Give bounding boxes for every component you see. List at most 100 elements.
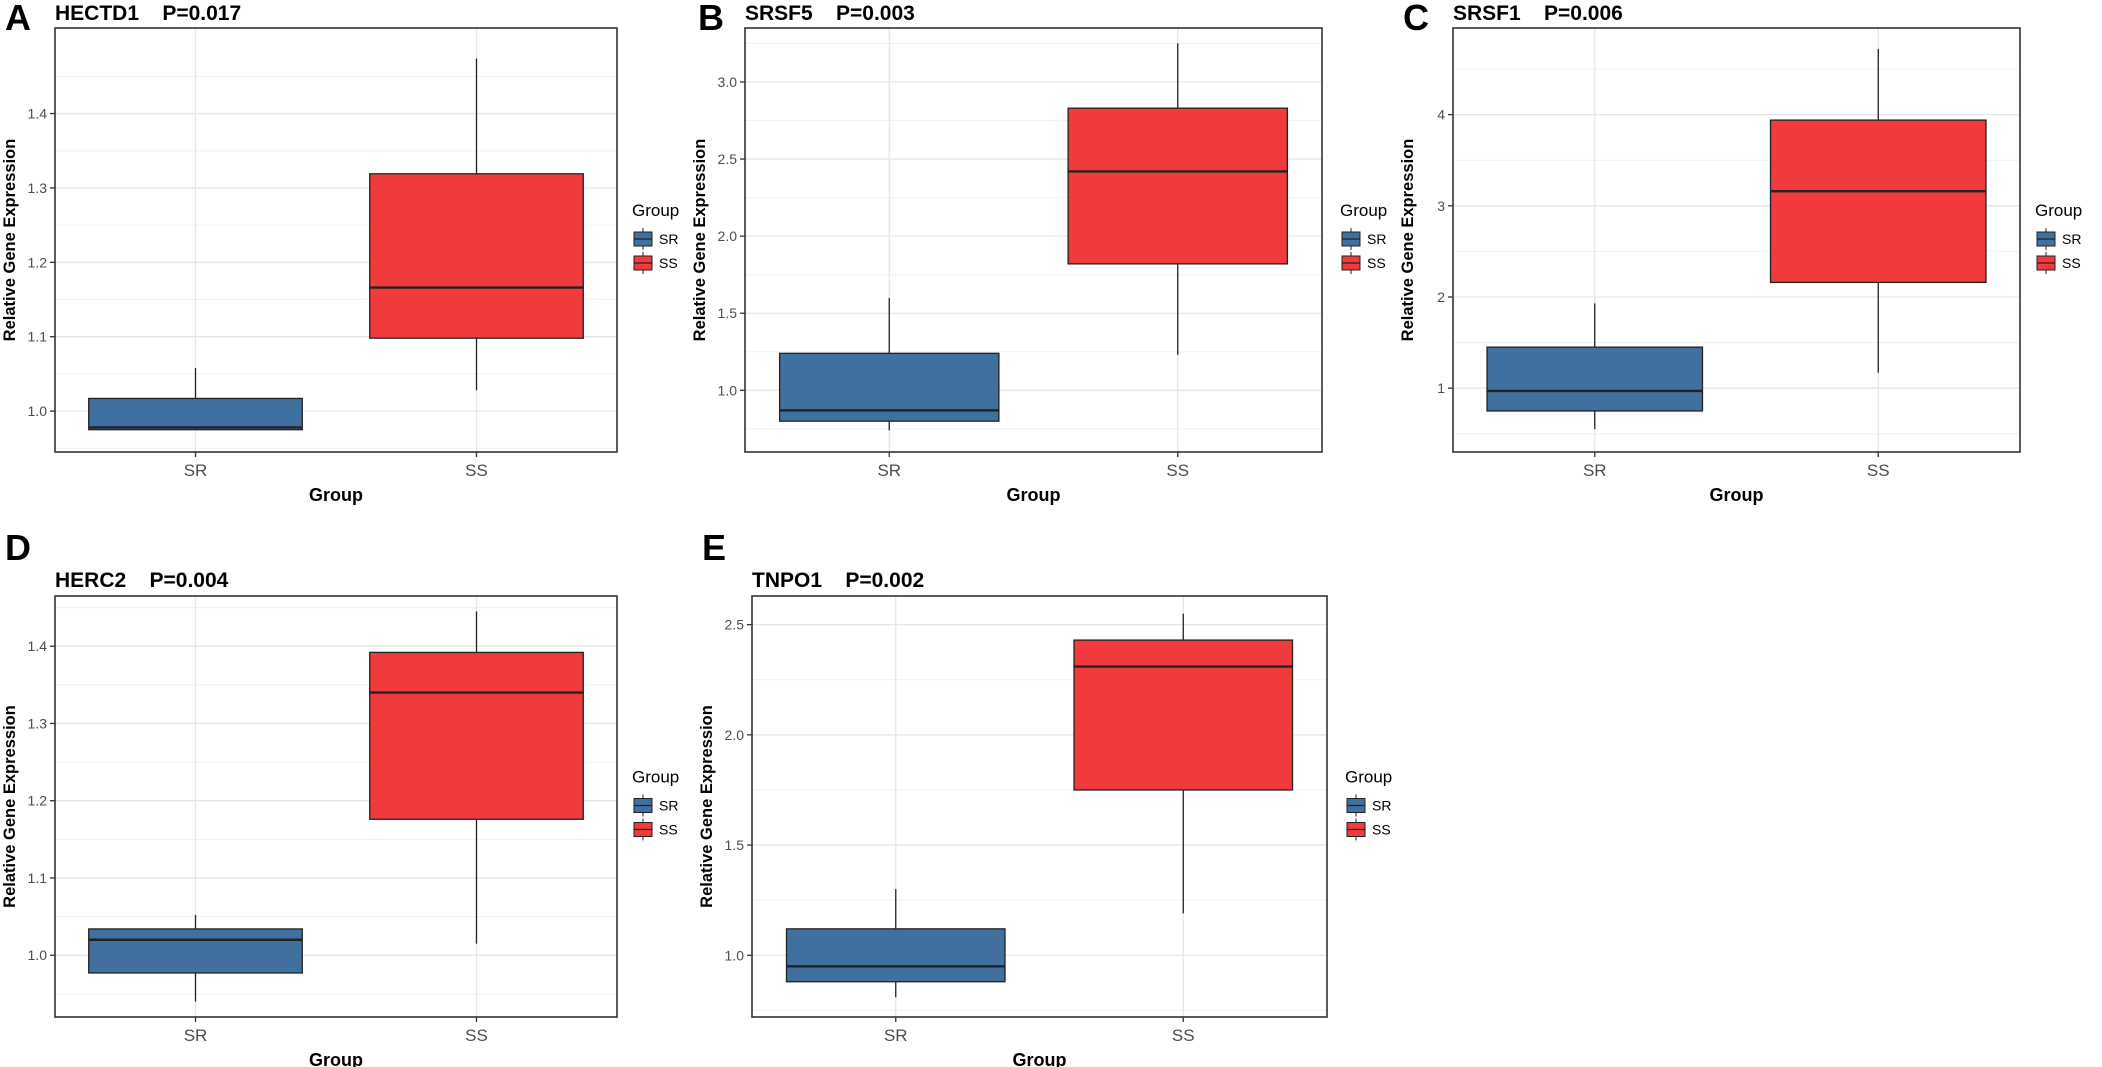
legend-title: Group [1345,768,1392,787]
y-tick-label: 1.0 [28,947,48,963]
box-body [88,928,303,974]
plot-border [1452,27,2021,453]
legend-title: Group [2035,201,2082,220]
x-tick-label: SR [877,461,901,480]
panel-c: 1 2 3 4 SR SS Group Relative Gene Expression C SR… [1399,0,2082,505]
legend: Group SR SS [2035,201,2082,274]
box-body [785,928,1006,983]
box-body [1067,107,1289,265]
x-axis-title: Group [1007,485,1061,505]
box-ss [1073,613,1294,914]
legend-title: Group [632,201,679,220]
panel-letter: E [702,527,726,568]
legend-label-ss: SS [1372,822,1391,838]
box-body [369,651,584,820]
panel-letter: B [698,0,724,38]
panel-e: 1.0 1.5 2.0 2.5 SR SS Group Relative Gene Expre… [698,527,1392,1067]
x-axis-title: Group [309,485,363,505]
y-tick-label: 1.1 [28,870,48,886]
box-ss [369,58,584,391]
y-axis-title: Relative Gene Expression [691,139,709,342]
y-tick-label: 3.0 [718,74,738,90]
box-body [1769,119,1987,284]
legend: Group SR SS [1340,201,1387,274]
legend-label-ss: SS [1367,255,1386,271]
legend-label-sr: SR [1372,798,1391,814]
y-axis-title: Relative Gene Expression [1,139,19,342]
x-tick-label: SR [884,1026,908,1045]
x-tick-label: SR [184,1026,208,1045]
x-tick-label: SS [1166,461,1189,480]
panel-letter: A [5,0,31,38]
box-body [1486,346,1704,412]
x-tick-label: SR [1583,461,1607,480]
box-sr [1486,303,1704,430]
y-tick-label: 1.4 [28,638,48,654]
y-tick-label: 2.5 [718,151,738,167]
y-tick-label: 1.2 [28,793,48,809]
legend: Group SR SS [632,201,679,274]
box-sr [778,297,1000,431]
y-tick-label: 1.4 [28,106,48,122]
box-sr [88,915,303,1002]
y-axis-title: Relative Gene Expression [1,705,19,908]
legend-label-sr: SR [2062,231,2081,247]
panel-letter: C [1403,0,1429,38]
legend-label-ss: SS [659,822,678,838]
legend: Group SR SS [632,768,679,841]
legend-label-sr: SR [659,798,678,814]
plot-border [751,595,1328,1018]
box-sr [88,367,303,431]
y-tick-label: 3 [1437,198,1445,214]
x-axis-title: Group [1013,1050,1067,1067]
box-ss [1067,43,1289,355]
y-tick-label: 4 [1437,107,1445,123]
x-tick-label: SS [465,1026,488,1045]
box-ss [369,611,584,944]
y-tick-label: 1 [1437,380,1445,396]
y-tick-label: 2.0 [718,228,738,244]
chart-title: HECTD1 P=0.017 [55,2,241,25]
y-tick-label: 1.0 [28,403,48,419]
y-tick-label: 2.5 [725,617,745,633]
chart-title: SRSF1 P=0.006 [1453,2,1623,25]
legend-label-sr: SR [1367,231,1386,247]
legend-title: Group [632,768,679,787]
legend-label-ss: SS [659,255,678,271]
plot-border [54,595,618,1018]
legend: Group SR SS [1345,768,1392,841]
y-axis-title: Relative Gene Expression [698,705,716,908]
y-tick-label: 1.0 [725,947,745,963]
box-body [1073,639,1294,791]
panel-a: 1.0 1.1 1.2 1.3 1.4 SR SS Group Relative Gene Ex… [1,0,679,505]
legend-label-ss: SS [2062,255,2081,271]
box-body [88,397,303,431]
plot-border [54,27,618,453]
x-tick-label: SR [184,461,208,480]
y-tick-label: 1.5 [725,837,745,853]
legend-label-sr: SR [659,231,678,247]
chart-title: SRSF5 P=0.003 [745,2,915,25]
y-tick-label: 2.0 [725,727,745,743]
y-tick-label: 1.1 [28,329,48,345]
box-body [369,173,584,339]
x-axis-title: Group [1710,485,1764,505]
x-tick-label: SS [465,461,488,480]
x-tick-label: SS [1172,1026,1195,1045]
panel-letter: D [5,527,31,568]
y-tick-label: 1.3 [28,180,48,196]
chart-title: TNPO1 P=0.002 [752,569,924,592]
box-sr [785,889,1006,998]
y-tick-label: 1.0 [718,382,738,398]
y-tick-label: 1.2 [28,254,48,270]
panel-d: 1.0 1.1 1.2 1.3 1.4 SR SS Group Relative Gene Ex… [1,527,679,1067]
x-axis-title: Group [309,1050,363,1067]
y-tick-label: 2 [1437,289,1445,305]
panel-b: 1.0 1.5 2.0 2.5 3.0 SR SS Group Relative Gene Ex… [691,0,1387,505]
x-tick-label: SS [1867,461,1890,480]
y-axis-title: Relative Gene Expression [1399,139,1417,342]
y-tick-label: 1.5 [718,305,738,321]
legend-title: Group [1340,201,1387,220]
y-tick-label: 1.3 [28,715,48,731]
